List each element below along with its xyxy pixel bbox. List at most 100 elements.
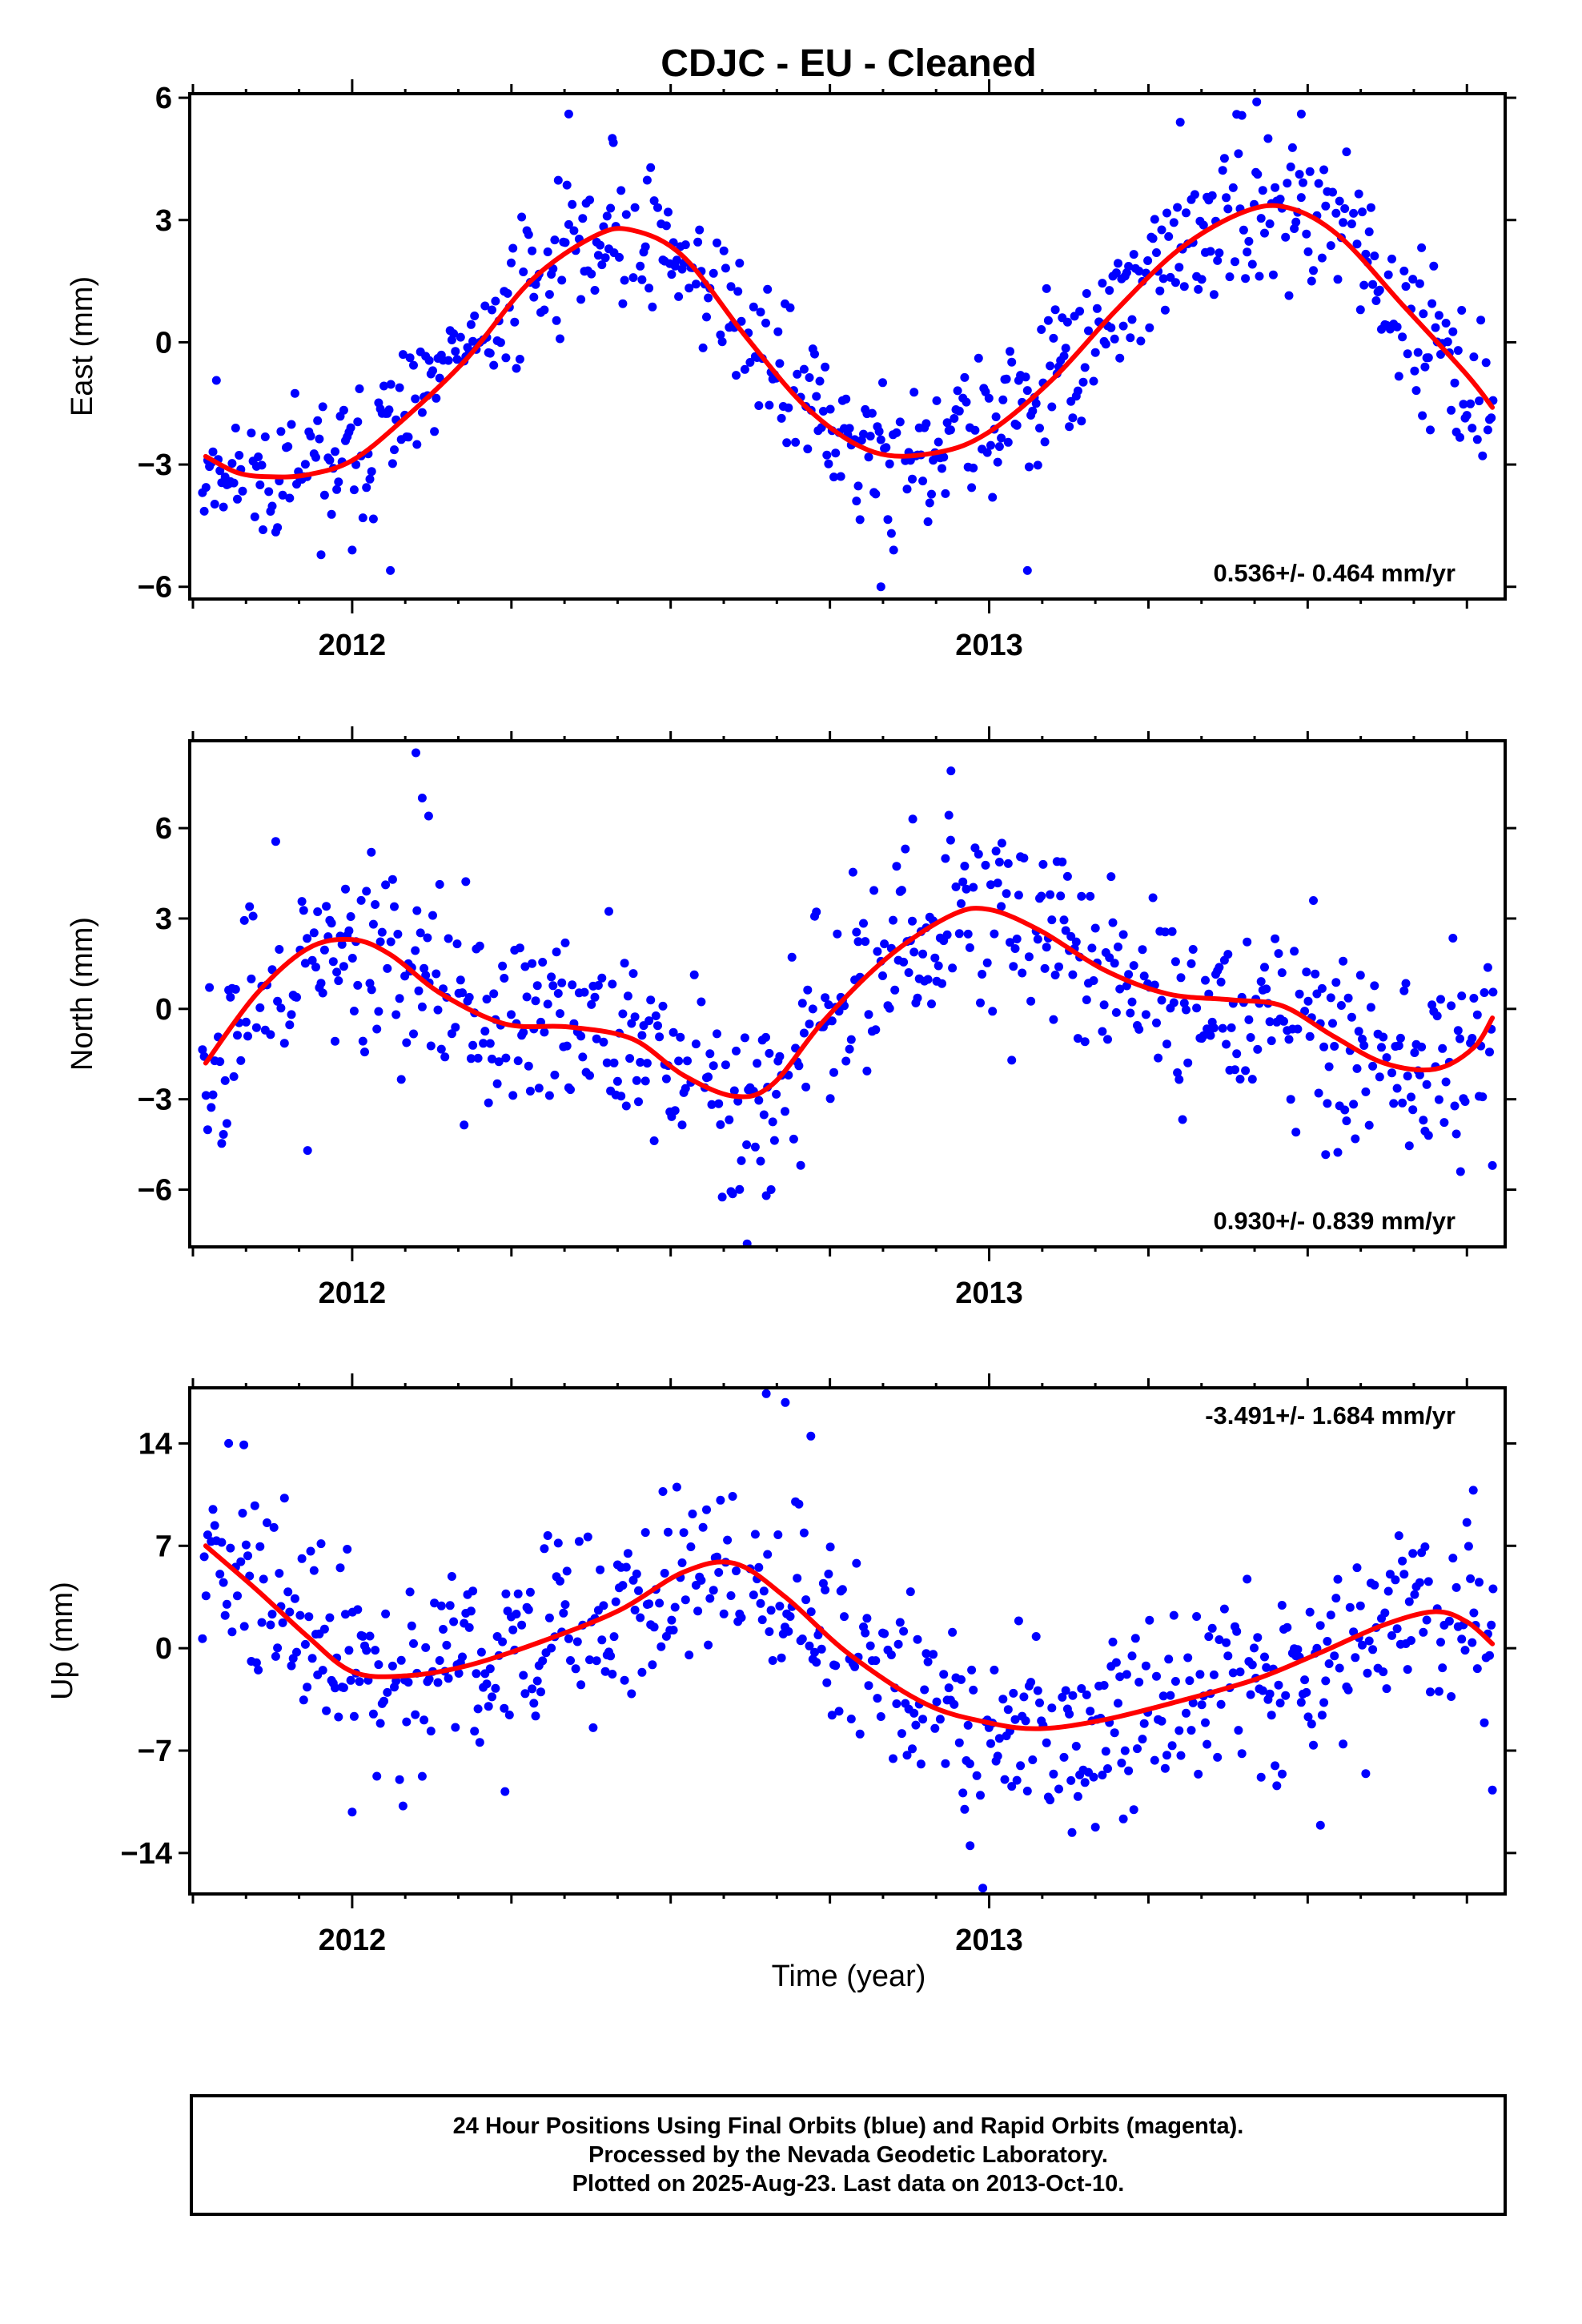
up-data-point	[485, 1664, 495, 1674]
north-data-point	[1394, 1041, 1403, 1051]
north-data-point	[1047, 915, 1057, 925]
east-data-point	[362, 483, 371, 493]
up-data-point	[343, 1545, 352, 1554]
up-data-point	[226, 1543, 235, 1553]
up-data-point	[1408, 1549, 1418, 1558]
up-data-point	[1194, 1769, 1203, 1779]
north-data-point	[621, 1101, 631, 1111]
north-data-point	[1124, 970, 1134, 979]
north-data-point	[1054, 962, 1063, 971]
east-data-point	[1457, 306, 1467, 315]
up-data-point	[300, 1639, 310, 1649]
east-data-point	[775, 359, 785, 368]
north-data-point	[772, 1089, 781, 1099]
north-data-point	[825, 1094, 835, 1104]
north-data-point	[674, 1056, 684, 1066]
north-data-point	[1478, 1092, 1488, 1102]
east-data-point	[892, 428, 901, 437]
east-data-point	[939, 452, 949, 462]
north-data-point	[1274, 949, 1283, 959]
up-data-point	[538, 1656, 548, 1666]
north-data-point	[1026, 996, 1036, 1006]
north-data-point	[1058, 857, 1067, 866]
north-data-point	[623, 991, 632, 1001]
north-data-point	[1453, 1026, 1463, 1035]
north-data-point	[349, 1007, 359, 1015]
up-axis-label: Up (mm)	[46, 1582, 79, 1700]
east-data-point	[829, 472, 838, 482]
north-data-point	[393, 930, 403, 939]
up-data-point	[1247, 1660, 1257, 1670]
east-data-point	[1287, 143, 1297, 152]
east-data-point	[564, 219, 573, 229]
up-data-point	[540, 1544, 549, 1554]
east-xtick-label: 2012	[319, 629, 387, 662]
east-data-point	[1296, 193, 1306, 203]
up-data-point	[536, 1687, 545, 1697]
north-data-point	[1483, 963, 1492, 972]
east-data-point	[560, 238, 570, 247]
north-data-point	[889, 915, 897, 925]
east-data-point	[1082, 289, 1091, 298]
north-data-point	[689, 970, 699, 979]
up-data-point	[1014, 1616, 1023, 1626]
north-data-point	[1260, 963, 1269, 972]
east-data-point	[815, 376, 825, 386]
north-data-point	[337, 939, 347, 949]
north-data-point	[1141, 1010, 1150, 1019]
east-data-point	[763, 284, 773, 294]
north-data-point	[297, 897, 307, 907]
up-data-point	[649, 1622, 659, 1632]
east-data-point	[805, 373, 814, 382]
east-data-point	[1059, 352, 1069, 360]
east-data-point	[1263, 134, 1273, 143]
north-data-point	[402, 1038, 412, 1047]
east-data-point	[1239, 225, 1248, 235]
north-data-point	[787, 952, 797, 962]
up-data-point	[1457, 1634, 1467, 1644]
up-data-point	[905, 1587, 915, 1597]
east-data-point	[745, 358, 755, 367]
east-data-point	[777, 413, 786, 423]
north-data-point	[451, 1023, 460, 1032]
up-data-point	[1061, 1686, 1070, 1695]
north-data-point	[1138, 945, 1147, 955]
north-data-point	[1361, 1087, 1371, 1096]
up-data-point	[1321, 1676, 1331, 1686]
up-data-point	[574, 1537, 584, 1546]
north-data-point	[1419, 1116, 1428, 1125]
east-data-point	[556, 334, 564, 344]
north-plot-frame	[188, 739, 1507, 1248]
up-data-point	[1186, 1726, 1196, 1735]
east-data-point	[1333, 275, 1343, 284]
east-data-point	[215, 466, 225, 476]
north-data-point	[630, 1012, 640, 1022]
east-data-point	[1190, 190, 1199, 199]
up-data-point	[1122, 1670, 1131, 1679]
up-data-point	[1124, 1766, 1134, 1775]
north-data-point	[948, 963, 958, 973]
east-data-point	[1410, 366, 1419, 376]
up-data-point	[1133, 1744, 1142, 1754]
north-data-point	[930, 953, 940, 963]
north-ytick-label: 6	[155, 812, 172, 846]
east-data-point	[836, 472, 845, 481]
up-data-point	[531, 1711, 540, 1721]
east-data-point	[902, 485, 912, 494]
north-data-point	[1010, 944, 1020, 953]
up-data-point	[1333, 1574, 1343, 1584]
east-data-point	[1450, 378, 1460, 388]
up-data-point	[1207, 1623, 1217, 1633]
east-data-point	[831, 448, 841, 458]
north-data-point	[313, 907, 323, 916]
up-fit-line	[203, 1543, 1496, 1731]
east-data-point	[1453, 346, 1463, 356]
east-data-point	[606, 203, 616, 213]
north-data-point	[861, 937, 870, 947]
north-data-point	[1401, 979, 1411, 988]
up-data-point	[475, 1738, 484, 1747]
up-data-point	[1265, 1689, 1275, 1699]
east-data-point	[1423, 353, 1433, 363]
east-data-point	[273, 523, 283, 533]
east-data-point	[247, 428, 256, 438]
